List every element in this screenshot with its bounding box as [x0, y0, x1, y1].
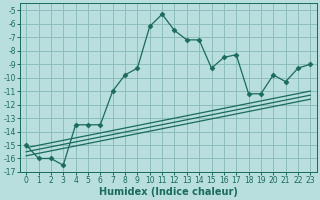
- X-axis label: Humidex (Indice chaleur): Humidex (Indice chaleur): [99, 187, 238, 197]
